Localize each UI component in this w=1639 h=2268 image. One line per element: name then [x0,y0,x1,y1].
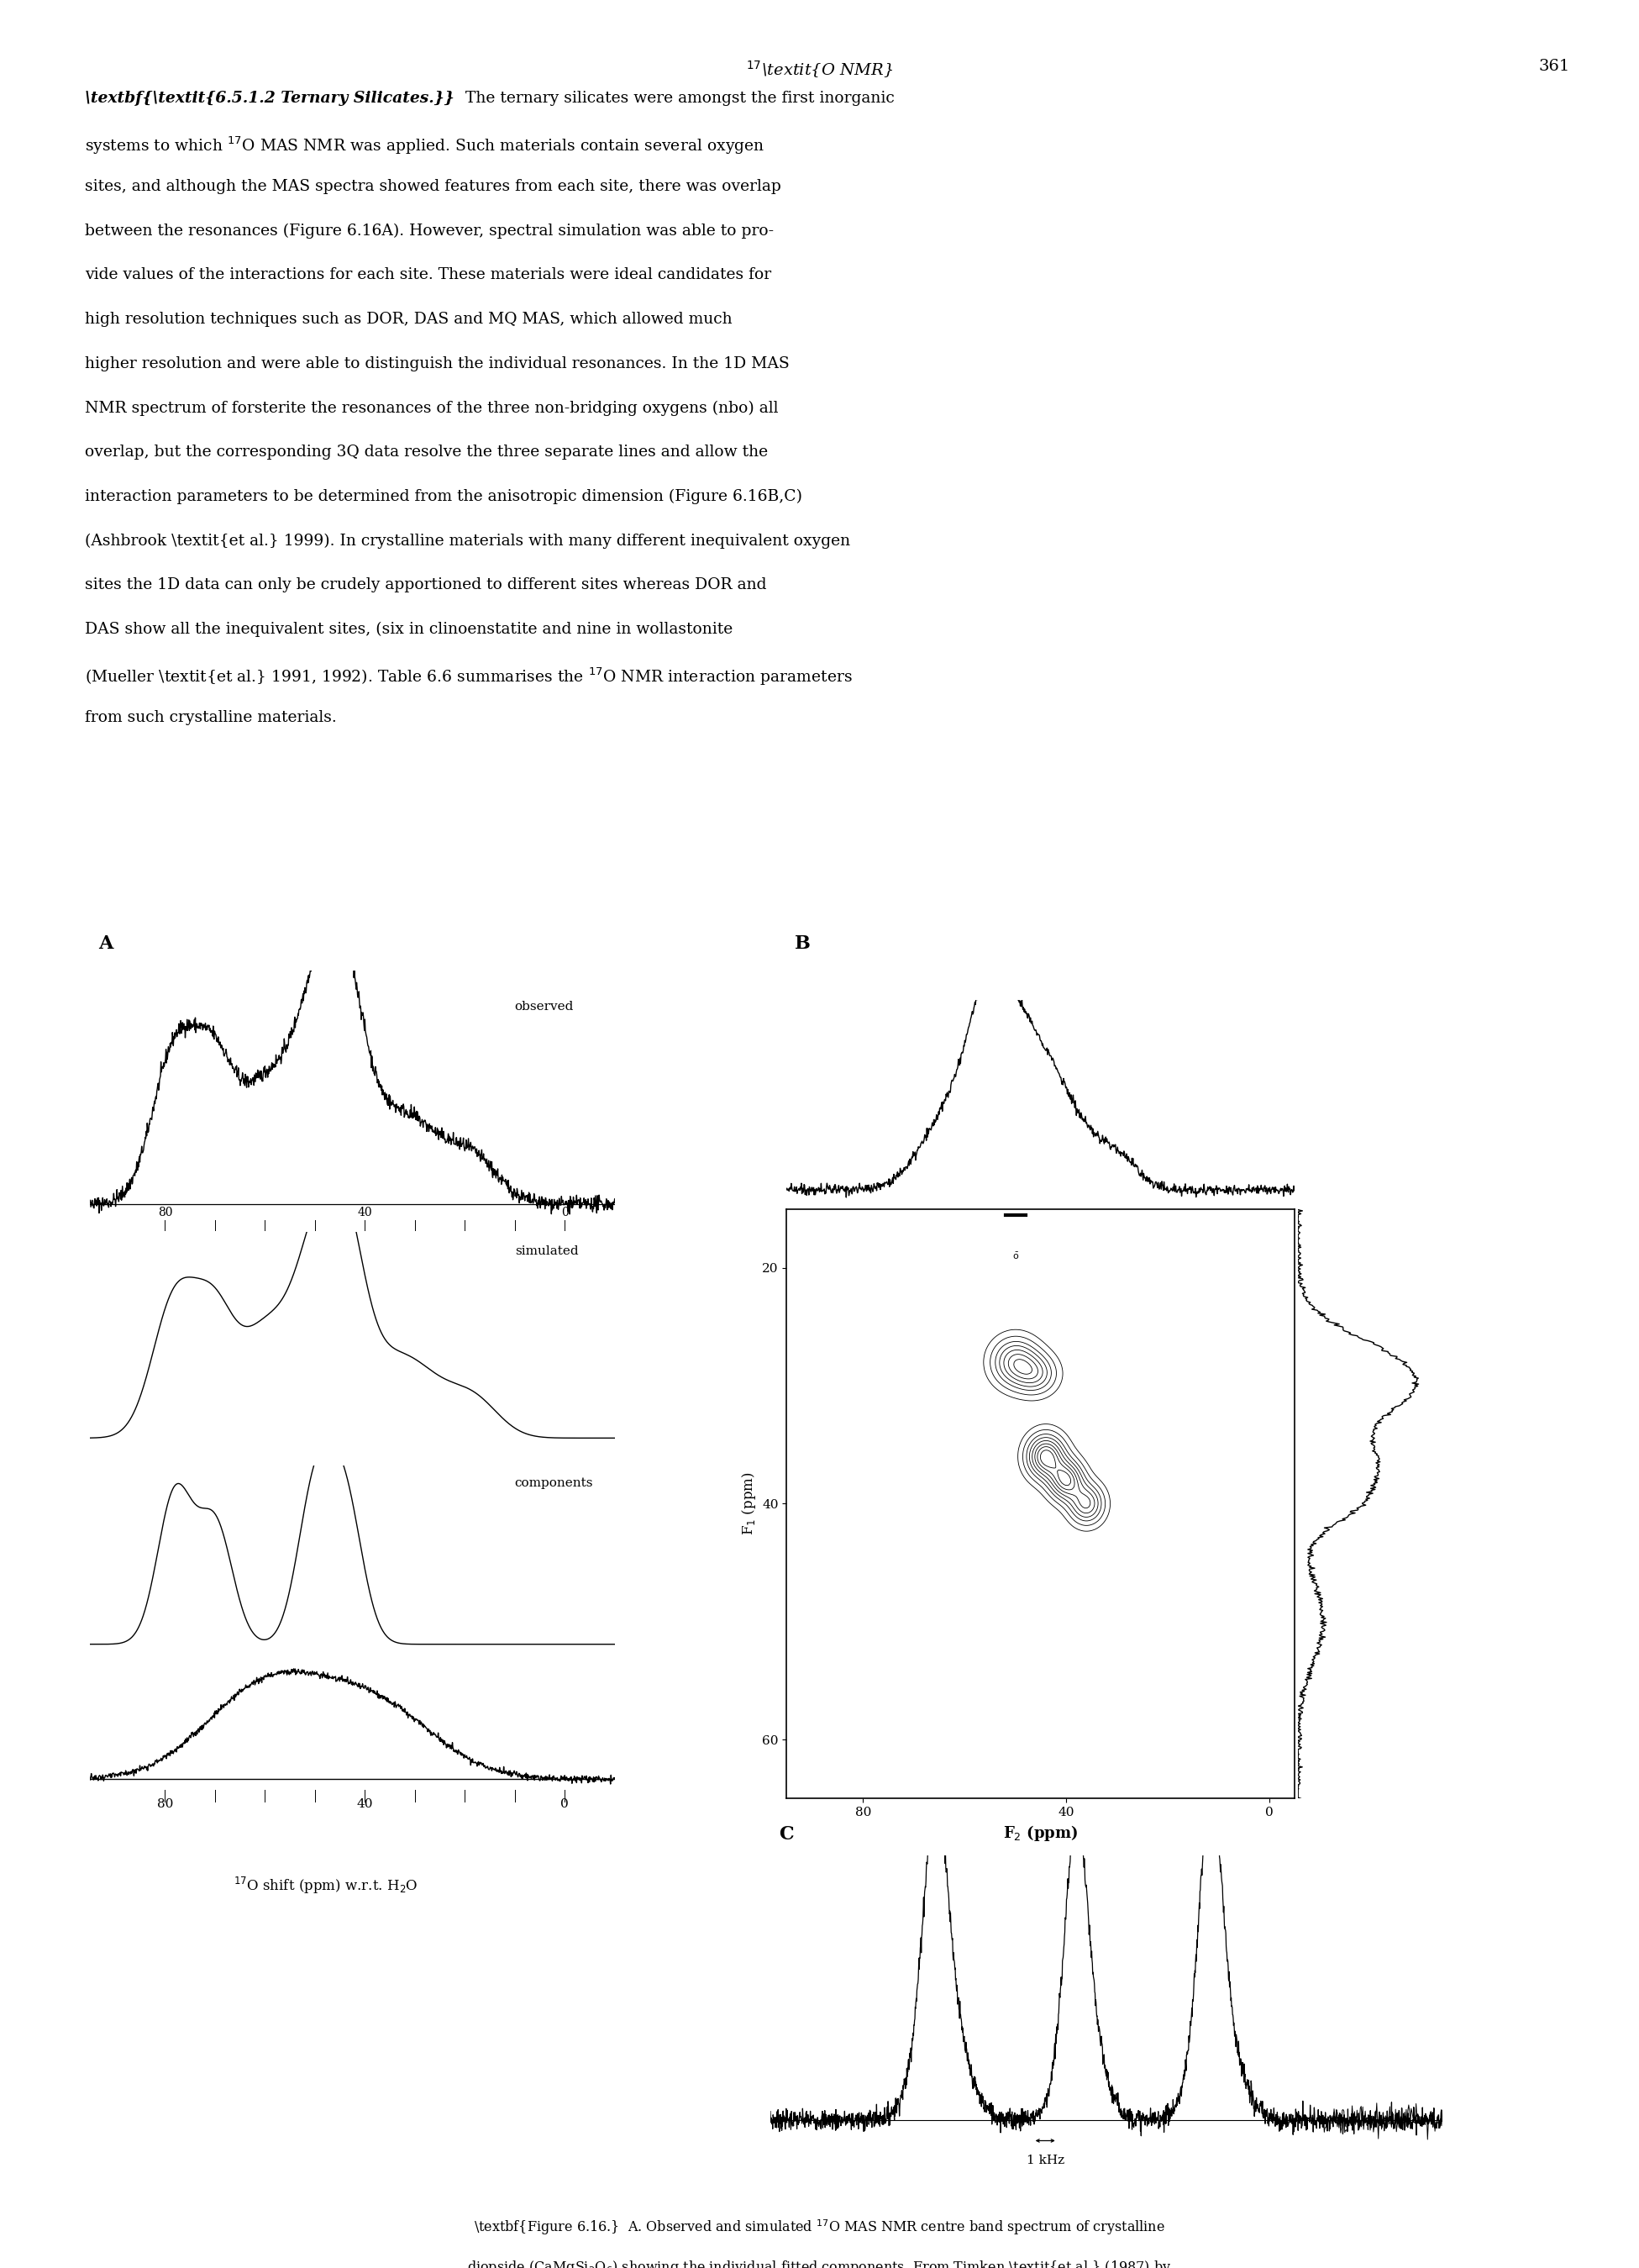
Text: higher resolution and were able to distinguish the individual resonances. In the: higher resolution and were able to disti… [85,356,790,372]
Text: 40: 40 [357,1207,372,1218]
Text: diopside (CaMgSi$_2$O$_6$) showing the individual fitted components. From Timken: diopside (CaMgSi$_2$O$_6$) showing the i… [467,2259,1172,2268]
Text: $\bar{\text{o}}$: $\bar{\text{o}}$ [1011,1252,1019,1261]
Text: between the resonances (Figure 6.16A). However, spectral simulation was able to : between the resonances (Figure 6.16A). H… [85,225,774,238]
Text: \textbf{Figure 6.16.}  A. Observed and simulated $^{17}$O MAS NMR centre band sp: \textbf{Figure 6.16.} A. Observed and si… [474,2218,1165,2236]
Text: high resolution techniques such as DOR, DAS and MQ MAS, which allowed much: high resolution techniques such as DOR, … [85,313,733,327]
Text: (Mueller \textit{et al.} 1991, 1992). Table 6.6 summarises the $^{17}$O NMR inte: (Mueller \textit{et al.} 1991, 1992). Ta… [85,667,852,687]
Text: from such crystalline materials.: from such crystalline materials. [85,710,338,726]
X-axis label: F$_2$ (ppm): F$_2$ (ppm) [1003,1823,1078,1842]
Y-axis label: F$_1$ (ppm): F$_1$ (ppm) [739,1472,757,1535]
Text: interaction parameters to be determined from the anisotropic dimension (Figure 6: interaction parameters to be determined … [85,490,803,503]
Text: 1 kHz: 1 kHz [1026,2155,1064,2166]
Text: $^{17}$O shift (ppm) w.r.t. H$_2$O: $^{17}$O shift (ppm) w.r.t. H$_2$O [234,1876,418,1896]
Text: sites, and although the MAS spectra showed features from each site, there was ov: sites, and although the MAS spectra show… [85,179,782,195]
Text: sites the 1D data can only be crudely apportioned to different sites whereas DOR: sites the 1D data can only be crudely ap… [85,578,767,592]
Text: components: components [515,1476,593,1488]
Text: 40: 40 [357,1799,374,1810]
Text: NMR spectrum of forsterite the resonances of the three non-bridging oxygens (nbo: NMR spectrum of forsterite the resonance… [85,401,779,415]
Text: vide values of the interactions for each site. These materials were ideal candid: vide values of the interactions for each… [85,268,772,284]
Text: The ternary silicates were amongst the first inorganic: The ternary silicates were amongst the f… [465,91,895,107]
Text: systems to which $^{17}$O MAS NMR was applied. Such materials contain several ox: systems to which $^{17}$O MAS NMR was ap… [85,134,765,156]
Text: overlap, but the corresponding 3Q data resolve the three separate lines and allo: overlap, but the corresponding 3Q data r… [85,445,769,460]
Text: 0: 0 [561,1799,569,1810]
Text: C: C [779,1826,793,1844]
Text: A: A [98,934,113,953]
Text: (Ashbrook \textit{et al.} 1999). In crystalline materials with many different in: (Ashbrook \textit{et al.} 1999). In crys… [85,533,851,549]
Text: $^{17}$\textit{O NMR}: $^{17}$\textit{O NMR} [746,59,893,79]
Text: DAS show all the inequivalent sites, (six in clinoenstatite and nine in wollasto: DAS show all the inequivalent sites, (si… [85,621,733,637]
Text: 0: 0 [561,1207,569,1218]
Text: 80: 80 [157,1799,174,1810]
Text: 361: 361 [1539,59,1570,75]
Text: B: B [795,934,811,953]
Text: \textbf{\textit{6.5.1.2 Ternary Silicates.}}: \textbf{\textit{6.5.1.2 Ternary Silicate… [85,91,454,107]
Text: simulated: simulated [515,1245,579,1256]
Text: observed: observed [515,1000,574,1014]
Text: 80: 80 [157,1207,172,1218]
